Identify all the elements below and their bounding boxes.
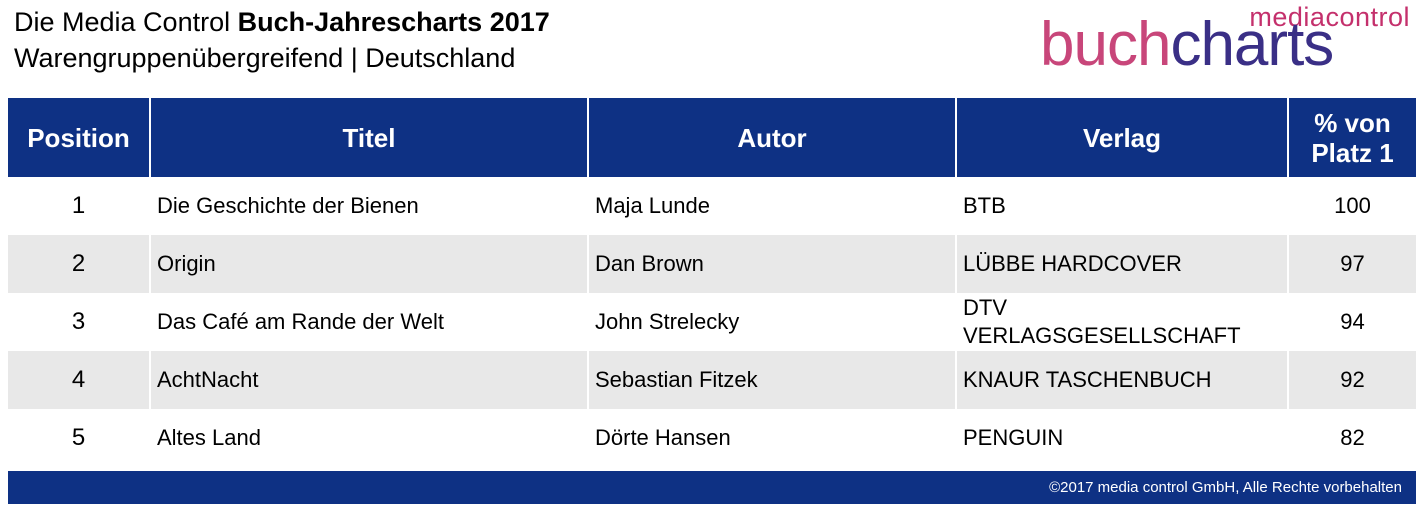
cell-autor: Maja Lunde bbox=[587, 177, 956, 235]
buchcharts-logo: mediacontrol buchcharts bbox=[1040, 2, 1412, 76]
cell-position: 3 bbox=[8, 293, 150, 351]
cell-position: 2 bbox=[8, 235, 150, 293]
cell-autor: Sebastian Fitzek bbox=[587, 351, 956, 409]
charts-table: Position Titel Autor Verlag % von Platz 1… bbox=[8, 98, 1416, 467]
cell-verlag: BTB bbox=[955, 177, 1288, 235]
logo-buchcharts: buchcharts bbox=[1040, 14, 1334, 76]
cell-autor: Dan Brown bbox=[587, 235, 956, 293]
header-position: Position bbox=[8, 98, 150, 177]
cell-pct: 92 bbox=[1287, 351, 1416, 409]
cell-verlag: DTV VERLAGSGESELLSCHAFT bbox=[955, 293, 1288, 351]
logo-buch-text: buch bbox=[1040, 10, 1171, 79]
page-title-block: Die Media Control Buch-Jahrescharts 2017… bbox=[14, 4, 550, 76]
cell-position: 1 bbox=[8, 177, 150, 235]
cell-titel: Das Café am Rande der Welt bbox=[149, 293, 588, 351]
header-verlag: Verlag bbox=[955, 98, 1288, 177]
logo-charts-text: charts bbox=[1170, 10, 1334, 79]
cell-pct: 100 bbox=[1287, 177, 1416, 235]
table-header-row: Position Titel Autor Verlag % von Platz 1 bbox=[8, 98, 1416, 177]
page-subtitle: Warengruppenübergreifend | Deutschland bbox=[14, 43, 516, 73]
cell-pct: 94 bbox=[1287, 293, 1416, 351]
cell-verlag: PENGUIN bbox=[955, 409, 1288, 467]
cell-titel: Altes Land bbox=[149, 409, 588, 467]
header-pct: % von Platz 1 bbox=[1287, 98, 1416, 177]
footer-bar: ©2017 media control GmbH, Alle Rechte vo… bbox=[8, 471, 1416, 504]
cell-pct: 82 bbox=[1287, 409, 1416, 467]
page-title-bold: Buch-Jahrescharts 2017 bbox=[237, 7, 550, 37]
logo-control-text: control bbox=[1325, 2, 1410, 32]
logo-media-text: media bbox=[1249, 2, 1326, 32]
cell-titel: AchtNacht bbox=[149, 351, 588, 409]
table-row: 2 Origin Dan Brown LÜBBE HARDCOVER 97 bbox=[8, 235, 1416, 293]
header-pct-line1: % von bbox=[1314, 107, 1391, 138]
cell-position: 4 bbox=[8, 351, 150, 409]
cell-titel: Die Geschichte der Bienen bbox=[149, 177, 588, 235]
table-row: 4 AchtNacht Sebastian Fitzek KNAUR TASCH… bbox=[8, 351, 1416, 409]
header-pct-line2: Platz 1 bbox=[1311, 137, 1394, 168]
table-row: 1 Die Geschichte der Bienen Maja Lunde B… bbox=[8, 177, 1416, 235]
cell-position: 5 bbox=[8, 409, 150, 467]
header-titel: Titel bbox=[149, 98, 588, 177]
page-title-prefix: Die Media Control bbox=[14, 7, 238, 37]
cell-verlag: LÜBBE HARDCOVER bbox=[955, 235, 1288, 293]
copyright-text: ©2017 media control GmbH, Alle Rechte vo… bbox=[1049, 479, 1402, 496]
page-title: Die Media Control Buch-Jahrescharts 2017 bbox=[14, 4, 550, 40]
cell-autor: John Strelecky bbox=[587, 293, 956, 351]
table-row: 5 Altes Land Dörte Hansen PENGUIN 82 bbox=[8, 409, 1416, 467]
cell-pct: 97 bbox=[1287, 235, 1416, 293]
cell-autor: Dörte Hansen bbox=[587, 409, 956, 467]
header-autor: Autor bbox=[587, 98, 956, 177]
table-row: 3 Das Café am Rande der Welt John Strele… bbox=[8, 293, 1416, 351]
logo-mediacontrol: mediacontrol bbox=[1249, 2, 1410, 32]
cell-verlag: KNAUR TASCHENBUCH bbox=[955, 351, 1288, 409]
cell-titel: Origin bbox=[149, 235, 588, 293]
